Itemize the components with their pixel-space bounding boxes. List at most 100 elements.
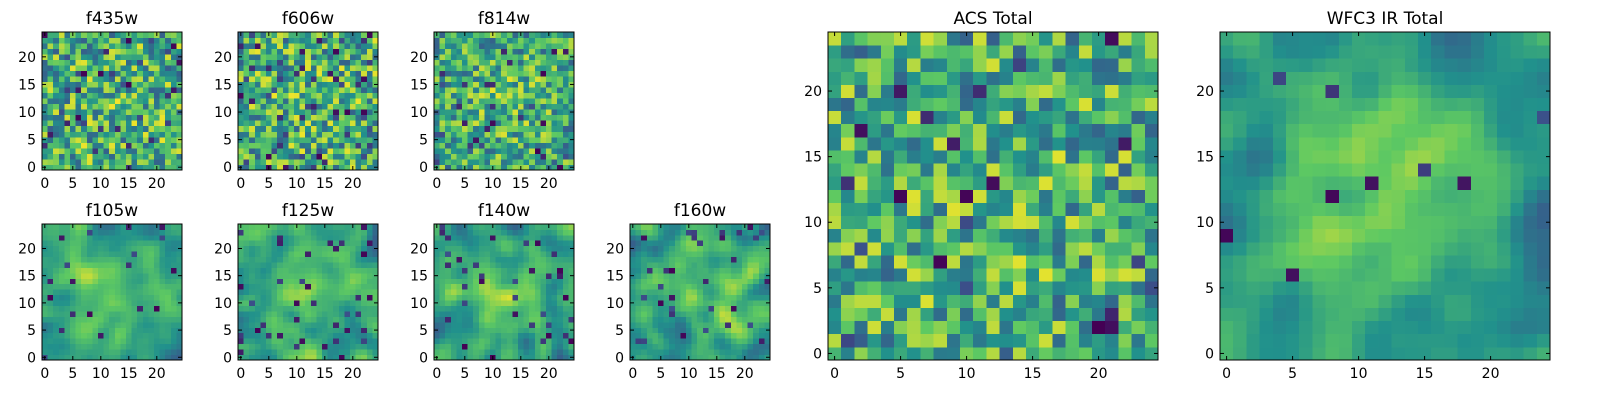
heatmap-cell bbox=[663, 321, 670, 328]
heatmap-cell bbox=[344, 245, 351, 252]
heatmap-cell bbox=[75, 92, 82, 99]
heatmap-cell bbox=[137, 70, 144, 77]
heatmap-cell bbox=[350, 278, 356, 285]
heatmap-cell bbox=[338, 305, 345, 312]
heatmap-cell bbox=[758, 311, 765, 317]
heatmap-cell bbox=[165, 349, 172, 355]
heatmap-cell bbox=[170, 327, 177, 334]
heatmap-cell bbox=[260, 48, 267, 55]
heatmap-cell bbox=[456, 76, 463, 83]
heatmap-cell bbox=[495, 81, 502, 88]
heatmap-cell bbox=[540, 256, 547, 263]
heatmap-cell bbox=[635, 256, 642, 263]
heatmap-cell bbox=[501, 278, 508, 285]
heatmap-cell bbox=[702, 316, 709, 323]
heatmap-cell bbox=[562, 54, 569, 60]
heatmap-cell bbox=[271, 316, 278, 323]
heatmap-cell bbox=[828, 307, 842, 322]
heatmap-cell bbox=[557, 245, 564, 252]
heatmap-cell bbox=[495, 256, 502, 263]
heatmap-cell bbox=[120, 343, 127, 350]
heatmap-cell bbox=[58, 332, 65, 339]
heatmap-cell bbox=[114, 234, 121, 241]
heatmap-cell bbox=[338, 59, 345, 66]
heatmap-cell bbox=[271, 272, 278, 279]
heatmap-cell bbox=[736, 234, 743, 241]
heatmap-cell bbox=[75, 103, 82, 110]
heatmap-cell bbox=[299, 251, 306, 258]
heatmap-cell bbox=[523, 234, 530, 241]
heatmap-cell bbox=[366, 234, 373, 241]
heatmap-cell bbox=[434, 234, 440, 241]
heatmap-cell bbox=[540, 251, 547, 258]
heatmap-cell bbox=[355, 48, 362, 55]
heatmap-cell bbox=[81, 229, 88, 236]
heatmap-cell bbox=[154, 142, 160, 149]
y-tick-label: 0 bbox=[223, 160, 232, 176]
heatmap-cell bbox=[490, 92, 496, 99]
heatmap-cell bbox=[828, 176, 842, 190]
heatmap-cell bbox=[271, 114, 278, 121]
heatmap-cell bbox=[350, 305, 356, 312]
heatmap-cell bbox=[310, 114, 317, 121]
heatmap-cell bbox=[490, 316, 496, 323]
heatmap-cell bbox=[551, 262, 558, 268]
heatmap-cell bbox=[1026, 215, 1040, 230]
heatmap-cell bbox=[490, 251, 496, 258]
heatmap-cell bbox=[546, 125, 552, 132]
heatmap-cell bbox=[75, 81, 82, 88]
heatmap-cell bbox=[103, 283, 110, 290]
heatmap-cell bbox=[366, 76, 373, 83]
heatmap-cell bbox=[131, 256, 138, 263]
heatmap-cell bbox=[75, 65, 82, 72]
heatmap-cell bbox=[81, 142, 88, 149]
heatmap-cell bbox=[305, 92, 312, 99]
heatmap-cell bbox=[546, 300, 552, 306]
heatmap-cell bbox=[120, 76, 127, 83]
heatmap-cell bbox=[109, 81, 116, 88]
heatmap-cell bbox=[439, 256, 446, 263]
heatmap-cell bbox=[946, 228, 961, 243]
heatmap-cell bbox=[98, 81, 104, 88]
heatmap-cell bbox=[551, 294, 558, 301]
heatmap-cell bbox=[64, 37, 71, 44]
heatmap-cell bbox=[753, 311, 760, 317]
heatmap-cell bbox=[490, 240, 496, 247]
heatmap-cell bbox=[1078, 320, 1093, 335]
heatmap-cell bbox=[529, 289, 536, 296]
heatmap-cell bbox=[131, 272, 138, 279]
heatmap-cell bbox=[646, 321, 653, 328]
heatmap-cell bbox=[366, 251, 373, 258]
heatmap-cell bbox=[305, 354, 312, 361]
heatmap-cell bbox=[243, 136, 250, 143]
heatmap-cell bbox=[568, 131, 575, 138]
heatmap-cell bbox=[562, 59, 569, 66]
heatmap-cell bbox=[42, 43, 48, 49]
heatmap-cell bbox=[534, 136, 541, 143]
heatmap-cell bbox=[523, 321, 530, 328]
heatmap-cell bbox=[282, 158, 289, 165]
heatmap-cell bbox=[702, 332, 709, 339]
heatmap-cell bbox=[126, 131, 132, 138]
heatmap-cell bbox=[562, 131, 569, 138]
heatmap-cell bbox=[366, 87, 373, 94]
heatmap-cell bbox=[131, 240, 138, 247]
heatmap-cell bbox=[81, 120, 88, 127]
heatmap-cell bbox=[338, 81, 345, 88]
heatmap-cell bbox=[680, 321, 687, 328]
heatmap-cell bbox=[714, 332, 720, 339]
heatmap-cell bbox=[434, 251, 440, 258]
heatmap-cell bbox=[742, 289, 748, 296]
heatmap-cell bbox=[260, 262, 267, 268]
heatmap-cell bbox=[1078, 202, 1093, 217]
heatmap-cell bbox=[159, 305, 166, 312]
panel-title: f606w bbox=[282, 9, 334, 29]
heatmap-cell bbox=[467, 240, 474, 247]
heatmap-cell bbox=[506, 234, 513, 241]
heatmap-cell bbox=[176, 262, 183, 268]
heatmap-cell bbox=[266, 300, 272, 306]
heatmap-cell bbox=[260, 316, 267, 323]
heatmap-cell bbox=[512, 158, 519, 165]
heatmap-cell bbox=[159, 147, 166, 154]
